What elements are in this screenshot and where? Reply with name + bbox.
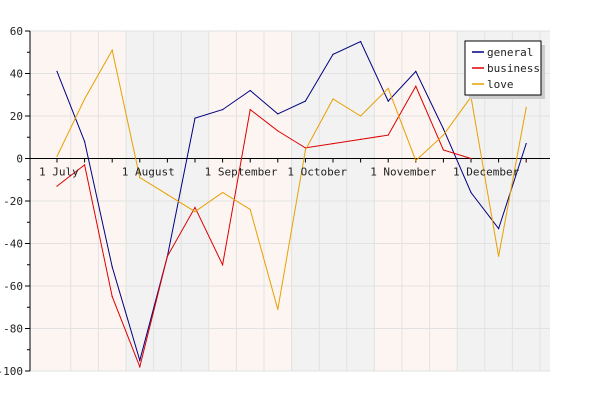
data-point — [249, 109, 251, 111]
x-tick-label: 1 September — [205, 166, 278, 179]
data-point — [277, 130, 279, 132]
data-point — [470, 191, 472, 194]
data-point — [332, 98, 334, 100]
tick-labels: 60 40 20 0 -20 -40 -60 -80 -100 1 July 1 August 1 S… — [0, 25, 520, 378]
data-point — [222, 191, 224, 194]
data-point — [249, 208, 251, 211]
series-line — [56, 40, 527, 363]
data-point — [222, 109, 224, 111]
series-love — [56, 48, 527, 310]
data-point — [84, 98, 86, 100]
data-point — [111, 49, 113, 51]
data-point — [56, 185, 58, 187]
data-point — [56, 70, 58, 72]
data-point — [332, 53, 334, 55]
legend-label: general — [487, 46, 533, 59]
data-point — [139, 366, 141, 368]
data-point — [304, 149, 306, 151]
data-point — [387, 134, 389, 136]
data-point — [84, 164, 86, 166]
legend-label: business — [487, 62, 540, 75]
data-point — [442, 149, 444, 151]
y-tick-label: -80 — [3, 323, 23, 336]
data-point — [277, 308, 279, 310]
axes — [25, 30, 550, 372]
series-business — [56, 85, 527, 369]
y-tick-label: 20 — [10, 110, 23, 123]
data-point — [304, 100, 306, 102]
data-point — [304, 147, 306, 149]
data-point — [498, 255, 500, 257]
data-point — [360, 115, 362, 117]
data-point — [84, 140, 86, 143]
data-point — [111, 296, 113, 298]
series-line — [56, 48, 527, 310]
data-point — [194, 211, 196, 213]
gridlines — [30, 30, 550, 372]
series-lines — [56, 40, 527, 369]
y-tick-label: 40 — [10, 68, 23, 81]
data-point — [249, 89, 251, 92]
data-point — [222, 264, 224, 266]
data-point — [139, 359, 141, 361]
data-point — [525, 143, 527, 145]
data-point — [415, 85, 417, 87]
data-point — [442, 128, 444, 130]
y-tick-label: 0 — [16, 153, 23, 166]
y-tick-label: -20 — [3, 195, 23, 208]
data-point — [387, 100, 389, 102]
data-point — [387, 87, 389, 89]
data-point — [166, 194, 168, 196]
data-point — [139, 177, 141, 179]
y-tick-label: -100 — [0, 365, 23, 378]
y-tick-label: -40 — [3, 238, 23, 251]
data-point — [525, 106, 527, 109]
y-tick-label: 60 — [10, 25, 23, 38]
data-point — [360, 138, 362, 140]
x-tick-label: 1 November — [370, 166, 437, 179]
data-point — [277, 113, 279, 115]
data-point — [415, 70, 417, 72]
y-tick-label: -60 — [3, 280, 23, 293]
data-point — [470, 157, 472, 160]
data-point — [166, 255, 168, 257]
x-tick-label: 1 December — [453, 166, 520, 179]
legend-label: love — [487, 78, 514, 91]
x-tick-label: 1 October — [287, 166, 347, 179]
data-point — [360, 41, 362, 43]
x-tick-label: 1 July — [39, 166, 79, 179]
data-point — [525, 160, 527, 162]
x-tick-label: 1 August — [122, 166, 175, 179]
data-point — [194, 206, 196, 208]
series-general — [56, 40, 527, 363]
data-point — [442, 134, 444, 136]
data-point — [332, 143, 334, 145]
data-point — [194, 117, 196, 119]
data-point — [56, 155, 58, 157]
data-point — [498, 228, 500, 230]
series-line — [56, 85, 472, 369]
data-point — [111, 266, 113, 268]
data-point — [415, 160, 417, 162]
legend: general business love — [464, 40, 545, 99]
